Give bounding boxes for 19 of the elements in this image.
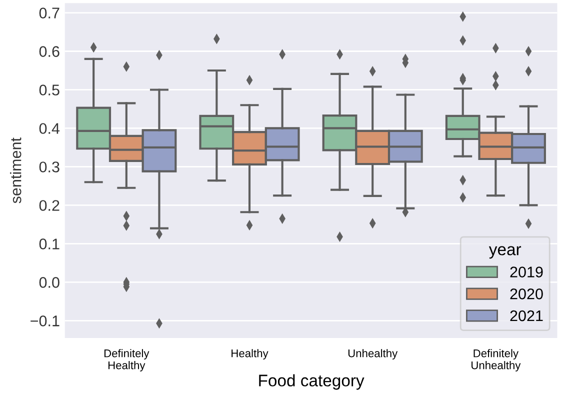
x-axis-title: Food category [259,374,364,390]
legend-label: 2021 [510,310,543,322]
x-tick-label: Definitely Healthy [104,349,150,372]
y-axis-title: sentiment [10,138,22,204]
y-tick-label: 0.1 [39,238,60,250]
legend-label: 2019 [510,266,543,278]
y-tick-label: 0.0 [39,277,60,288]
legend-title: year [488,246,522,259]
legend-label: 2020 [510,288,543,300]
y-tick-label: 0.5 [39,84,60,96]
x-tick-label: Definitely Unhealthy [472,349,521,372]
y-tick-label: 0.2 [39,200,60,211]
y-tick-label: 0.4 [39,123,60,134]
y-tick-label: 0.6 [39,46,60,57]
y-tick-label: 0.3 [39,162,60,172]
y-tick-label: 0.7 [39,8,60,18]
y-tick-label: −0.1 [30,316,60,326]
x-tick-label: Unhealthy [348,349,398,360]
x-tick-label: Healthy [232,349,268,360]
